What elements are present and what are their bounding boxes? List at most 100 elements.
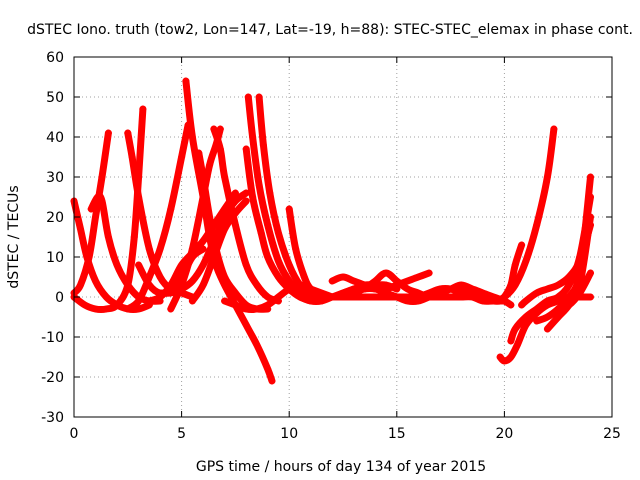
- data-point: [85, 253, 93, 261]
- data-point: [199, 281, 207, 289]
- data-point: [371, 285, 379, 293]
- y-tick-label: 40: [46, 130, 64, 146]
- data-point: [249, 193, 257, 201]
- data-point: [242, 261, 250, 269]
- data-point: [522, 313, 530, 321]
- data-point: [500, 293, 508, 301]
- data-point: [507, 337, 515, 345]
- data-point: [253, 341, 261, 349]
- data-point: [242, 145, 250, 153]
- data-point: [264, 293, 272, 301]
- data-point: [124, 305, 132, 313]
- y-axis-label: dSTEC / TECUs: [6, 185, 22, 288]
- data-point: [81, 301, 89, 309]
- axis-ticks: 0 5 10 15 20 25 -30 -20 -10 0 10 20 30 40 50 60: [41, 50, 621, 442]
- data-point: [266, 189, 274, 197]
- data-point: [130, 233, 138, 241]
- data-point: [490, 297, 498, 305]
- data-point: [457, 289, 465, 297]
- data-point: [135, 305, 143, 313]
- data-point: [554, 293, 562, 301]
- data-point: [259, 141, 267, 149]
- data-point: [135, 193, 143, 201]
- data-point: [156, 273, 164, 281]
- data-point: [518, 241, 526, 249]
- data-point: [554, 305, 562, 313]
- data-point: [447, 285, 455, 293]
- data-point: [274, 229, 282, 237]
- data-point: [533, 317, 541, 325]
- data-point: [414, 293, 422, 301]
- data-point: [285, 205, 293, 213]
- data-point: [371, 293, 379, 301]
- data-point: [479, 293, 487, 301]
- data-point: [292, 245, 300, 253]
- data-point: [382, 289, 390, 297]
- data-point: [264, 301, 272, 309]
- data-point: [565, 301, 573, 309]
- data-point: [507, 281, 515, 289]
- data-point: [145, 245, 153, 253]
- data-point: [425, 269, 433, 277]
- data-point: [182, 77, 190, 85]
- data-point: [576, 289, 584, 297]
- data-point: [586, 269, 594, 277]
- data-point: [543, 325, 551, 333]
- data-point: [565, 273, 573, 281]
- data-point: [178, 281, 186, 289]
- data-point: [167, 205, 175, 213]
- data-point: [87, 205, 95, 213]
- data-point: [242, 197, 250, 205]
- data-point: [300, 273, 308, 281]
- data-point: [586, 173, 594, 181]
- data-point: [307, 289, 315, 297]
- data-point: [242, 305, 250, 313]
- data-point: [244, 93, 252, 101]
- y-tick-label: 30: [46, 170, 64, 186]
- data-point: [210, 253, 218, 261]
- data-point: [188, 277, 196, 285]
- data-point: [371, 277, 379, 285]
- data-point: [257, 229, 265, 237]
- data-point: [264, 253, 272, 261]
- data-point: [255, 93, 263, 101]
- data-point: [543, 297, 551, 305]
- data-point: [199, 193, 207, 201]
- x-axis-label: GPS time / hours of day 134 of year 2015: [196, 459, 486, 475]
- data-point: [565, 281, 573, 289]
- x-tick-label: 25: [603, 426, 621, 442]
- data-point: [522, 321, 530, 329]
- data-point: [255, 181, 263, 189]
- series-line-20: [296, 281, 401, 306]
- data-point: [76, 281, 84, 289]
- data-point: [124, 281, 132, 289]
- data-point: [253, 305, 261, 313]
- series-line-32: [554, 269, 594, 313]
- data-point: [496, 353, 504, 361]
- data-point: [268, 377, 276, 385]
- data-point: [533, 305, 541, 313]
- y-tick-label: 0: [55, 290, 64, 306]
- y-tick-label: 20: [46, 210, 64, 226]
- data-point: [393, 293, 401, 301]
- data-point: [242, 321, 250, 329]
- data-point: [94, 193, 102, 201]
- data-point: [199, 237, 207, 245]
- data-point: [533, 289, 541, 297]
- data-point: [393, 277, 401, 285]
- data-point: [507, 301, 515, 309]
- data-point: [436, 285, 444, 293]
- data-point: [124, 129, 132, 137]
- data-point: [221, 213, 229, 221]
- series-line-25: [414, 125, 558, 305]
- data-point: [221, 225, 229, 233]
- y-tick-label: -30: [41, 410, 64, 426]
- data-point: [102, 305, 110, 313]
- data-point: [586, 221, 594, 229]
- data-point: [404, 277, 412, 285]
- data-point: [513, 341, 521, 349]
- data-point: [206, 161, 214, 169]
- data-point: [264, 365, 272, 373]
- y-tick-label: 50: [46, 90, 64, 106]
